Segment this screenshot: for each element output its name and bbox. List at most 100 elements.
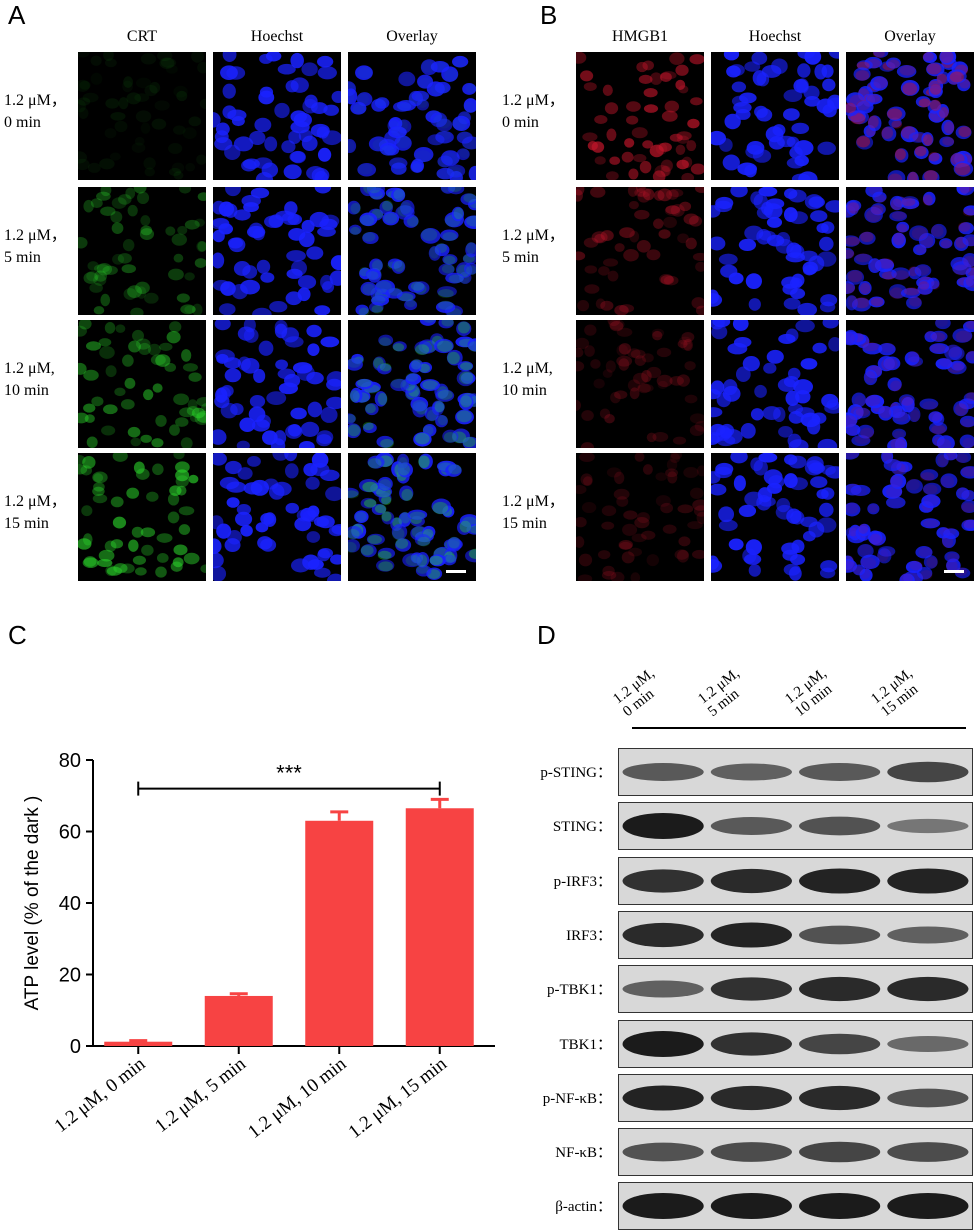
column-title: HMGB1 xyxy=(611,28,668,45)
blot-strip xyxy=(618,910,973,959)
x-tick-label: 1.2 μM, 15 min xyxy=(345,1053,452,1143)
row-label: 1.2 μM, 10 min xyxy=(502,360,553,399)
micrograph-hoechst xyxy=(711,187,839,315)
blot-band xyxy=(710,868,792,893)
blot-band xyxy=(622,1030,704,1057)
y-tick-label: 60 xyxy=(59,822,81,844)
bar xyxy=(104,1041,173,1046)
x-tick-label: 1.2 μM, 0 min xyxy=(51,1053,150,1137)
blot-band xyxy=(710,977,792,1001)
micrograph-overlay xyxy=(846,187,974,315)
micrograph-overlay xyxy=(348,52,476,180)
row-label: 1.2 μM， 5 min xyxy=(502,227,565,266)
blot-band xyxy=(887,868,969,894)
bar xyxy=(204,995,273,1046)
blot-band xyxy=(799,925,881,945)
row-label: 1.2 μM， 15 min xyxy=(502,493,565,532)
blot-strip xyxy=(618,1073,973,1122)
blot-label: p-NF-κB： xyxy=(542,1090,612,1107)
blot-label: p-TBK1： xyxy=(547,982,612,999)
bar xyxy=(305,820,374,1046)
blot-band xyxy=(799,816,881,836)
micrograph-hoechst xyxy=(711,52,839,180)
blot-band xyxy=(799,763,881,781)
blot-band xyxy=(710,922,792,948)
blot-band xyxy=(887,761,969,783)
micrograph-marker xyxy=(78,320,206,448)
micrograph-marker xyxy=(78,187,206,315)
bar xyxy=(405,808,474,1046)
row-label: 1.2 μM, 10 min xyxy=(4,360,55,399)
blot-band xyxy=(622,980,704,998)
blot-band xyxy=(887,1088,969,1108)
blot-band xyxy=(710,1085,792,1110)
micrograph-marker xyxy=(78,453,206,581)
blot-label: STING： xyxy=(552,819,612,836)
y-tick-label: 0 xyxy=(70,1036,81,1058)
blot-band xyxy=(887,819,969,834)
lane-header-line xyxy=(632,727,966,729)
micrograph-marker xyxy=(576,320,704,448)
blot-band xyxy=(799,977,881,1002)
blot-band xyxy=(887,1035,969,1052)
micrograph-overlay xyxy=(348,320,476,448)
blot-strip xyxy=(618,802,973,851)
blot-band xyxy=(710,1031,792,1056)
blot-band xyxy=(799,868,881,894)
micrograph-hoechst xyxy=(213,453,341,581)
panel-a-letter: A xyxy=(8,0,26,30)
blot-label: IRF3： xyxy=(566,927,612,944)
micrograph-overlay xyxy=(348,453,476,581)
lane-label: 1.2 μM, 5 min xyxy=(695,665,743,720)
y-axis-label: ATP level (% of the dark ) xyxy=(22,796,43,1011)
y-tick-label: 80 xyxy=(59,750,81,772)
blot-band xyxy=(799,1141,881,1163)
blot-band xyxy=(622,1193,704,1220)
x-tick-label: 1.2 μM, 5 min xyxy=(151,1053,250,1137)
y-tick-label: 40 xyxy=(59,893,81,915)
micrograph-hoechst xyxy=(213,320,341,448)
micrograph-marker xyxy=(576,52,704,180)
blot-band xyxy=(799,1193,881,1220)
blot-band xyxy=(887,1193,969,1220)
y-tick-label: 20 xyxy=(59,965,81,987)
atp-bar-chart: 0 20 40 60 80 ATP level (% of the dark ) 1.2 μ… xyxy=(22,750,495,1143)
micrograph-hoechst xyxy=(711,453,839,581)
x-tick-label: 1.2 μM, 10 min xyxy=(244,1053,351,1143)
blot-band xyxy=(887,977,969,1002)
blot-band xyxy=(710,1193,792,1220)
blot-band xyxy=(622,1085,704,1111)
blot-band xyxy=(710,1142,792,1162)
lane-label: 1.2 μM, 0 min xyxy=(610,665,658,720)
blot-band xyxy=(622,868,704,893)
row-label: 1.2 μM， 15 min xyxy=(4,493,67,532)
micrograph-hoechst xyxy=(213,52,341,180)
significance-stars: *** xyxy=(276,761,302,786)
blot-band xyxy=(710,763,792,781)
panel-c-letter: C xyxy=(8,620,27,650)
blot-label: β-actin： xyxy=(555,1199,612,1216)
blot-strip xyxy=(618,1128,973,1177)
blot-strip xyxy=(618,748,973,796)
blot-strip xyxy=(618,1182,973,1230)
micrograph-marker xyxy=(576,187,704,315)
micrograph-overlay xyxy=(846,320,974,448)
micrograph-overlay xyxy=(846,52,974,180)
micrograph-overlay xyxy=(846,453,974,581)
scale-bar xyxy=(944,570,964,573)
blot-strip xyxy=(618,965,973,1014)
blot-label: NF-κB： xyxy=(555,1145,612,1162)
row-label: 1.2 μM， 5 min xyxy=(4,227,67,266)
lane-label: 1.2 μM, 10 min xyxy=(782,665,836,720)
micrograph-overlay xyxy=(348,187,476,315)
column-title: Overlay xyxy=(386,28,438,45)
blot-band xyxy=(887,926,969,944)
row-label: 1.2 μM， 0 min xyxy=(4,92,67,131)
panel-b-letter: B xyxy=(540,0,558,30)
blot-band xyxy=(887,1142,969,1162)
blot-band xyxy=(799,1085,881,1110)
blot-band xyxy=(622,922,704,947)
blot-band xyxy=(622,813,704,840)
column-title: Hoechst xyxy=(748,28,802,45)
lane-label: 1.2 μM, 15 min xyxy=(868,665,922,720)
